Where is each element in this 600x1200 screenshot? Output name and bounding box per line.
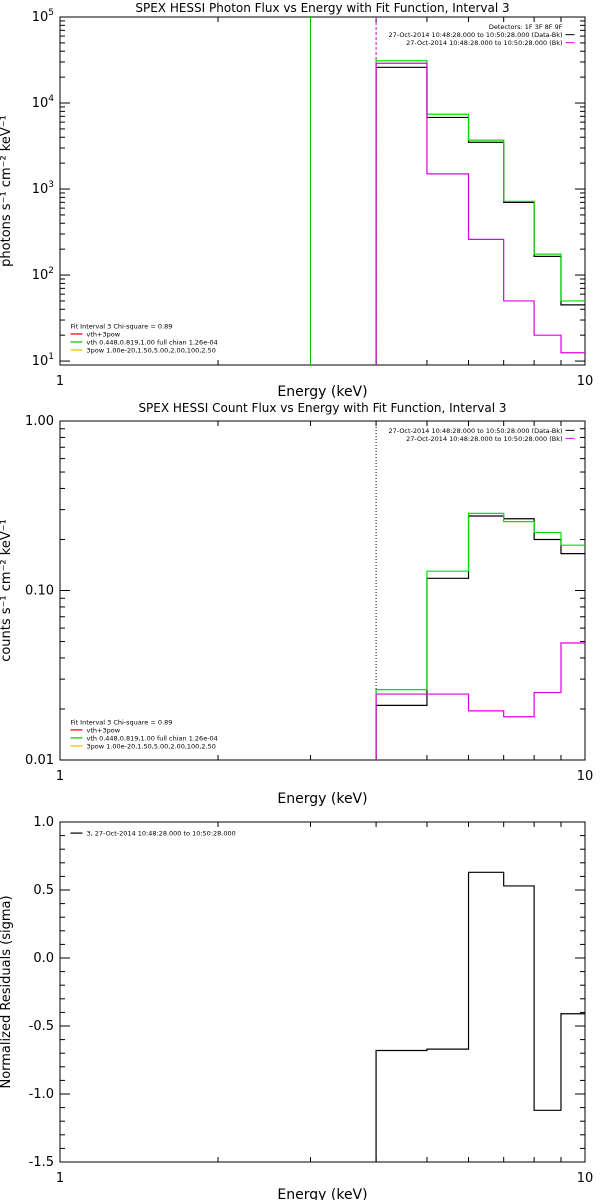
y-tick-label: 104 [32, 94, 55, 111]
x-axis-label: Energy (keV) [277, 791, 367, 807]
legend-entry: vth+3pow [87, 726, 121, 734]
y-tick-label: 101 [32, 352, 54, 369]
x-tick-label: 1 [56, 374, 64, 389]
y-tick-label: -1.5 [29, 1155, 54, 1170]
data-series-1 [375, 871, 585, 1162]
x-tick-label: 10 [577, 1171, 594, 1186]
y-tick-label: 0.10 [25, 584, 54, 599]
y-tick-label: 0.0 [33, 951, 54, 966]
y-tick-label: 105 [32, 8, 54, 25]
data-series-2 [375, 512, 585, 760]
y-tick-label: 1.0 [33, 815, 54, 830]
legend-header: Fit Interval 3 Chi-square = 0.89 [71, 718, 173, 726]
chart-panel-2: SPEX HESSI Count Flux vs Energy with Fit… [0, 401, 593, 807]
y-tick-label: 1.00 [25, 414, 54, 429]
legend-header: Fit Interval 3 Chi-square = 0.89 [71, 322, 173, 330]
y-axis-label: photons s⁻¹ cm⁻² keV⁻¹ [0, 115, 14, 267]
plot-frame [59, 16, 586, 366]
chart-panel-3: Energy (keV) Normalized Residuals (sigma)… [0, 815, 593, 1200]
y-tick-label: 0.01 [25, 753, 54, 768]
x-tick-label: 1 [56, 769, 64, 784]
y-tick-label: -1.0 [29, 1087, 54, 1102]
x-axis-label: Energy (keV) [277, 1187, 367, 1200]
chart-title: SPEX HESSI Count Flux vs Energy with Fit… [138, 401, 506, 415]
legend-entry: 3pow 1.00e-20,1.50,5.00,2.00,100,2.50 [87, 346, 216, 354]
data-series-3 [375, 642, 585, 760]
y-tick-label: 0.5 [33, 883, 54, 898]
chart-title: SPEX HESSI Photon Flux vs Energy with Fi… [135, 1, 509, 15]
info-line: 27-Oct-2014 10:48:28.000 to 10:50:28.000… [406, 39, 562, 47]
info-line: 27-Oct-2014 10:48:28.000 to 10:50:28.000… [406, 435, 562, 443]
y-axis-label: counts s⁻¹ cm⁻² keV⁻¹ [0, 519, 14, 662]
data-series-1 [375, 515, 585, 760]
legend-entry: vth+3pow [87, 330, 121, 338]
chart-panel-1: SPEX HESSI Photon Flux vs Energy with Fi… [0, 1, 593, 400]
data-series-2 [375, 60, 585, 365]
x-axis-label: Energy (keV) [277, 384, 367, 400]
plot-frame [59, 821, 586, 1163]
legend-entry: vth 0.448,0.819,1.00 full chian 1.26e-04 [87, 338, 218, 346]
info-line: 27-Oct-2014 10:48:28.000 to 10:50:28.000… [389, 31, 563, 39]
x-tick-label: 10 [577, 374, 594, 389]
legend-entry: vth 0.448,0.819,1.00 full chian 1.26e-04 [87, 734, 218, 742]
y-tick-label: -0.5 [29, 1019, 54, 1034]
plot-frame [59, 420, 586, 761]
y-tick-label: 102 [32, 266, 54, 283]
y-tick-label: 103 [32, 180, 54, 197]
data-series-3 [375, 62, 585, 365]
x-tick-label: 1 [56, 1171, 64, 1186]
legend-entry: 3, 27-Oct-2014 10:48:28.000 to 10:50:28.… [87, 830, 236, 838]
data-series-1 [375, 66, 585, 365]
info-line: Detectors: 1F 3F 8F 9F [489, 23, 563, 31]
x-tick-label: 10 [577, 769, 594, 784]
y-axis-label: Normalized Residuals (sigma) [0, 895, 14, 1088]
legend-entry: 3pow 1.00e-20,1.50,5.00,2.00,100,2.50 [87, 742, 216, 750]
info-line: 27-Oct-2014 10:48:28.000 to 10:50:28.000… [389, 427, 563, 435]
